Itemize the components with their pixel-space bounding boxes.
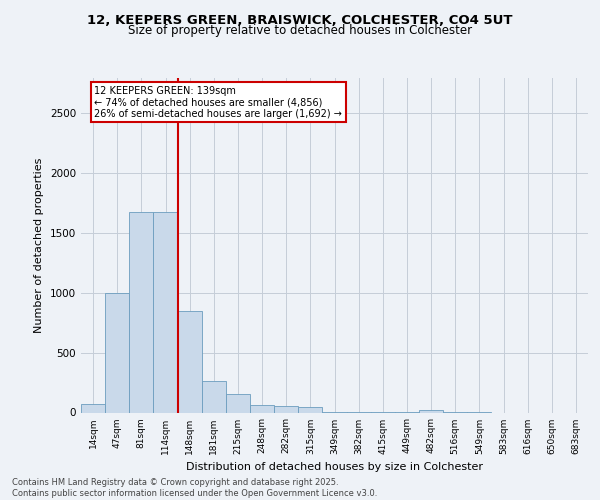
Bar — [154, 212, 178, 412]
Text: 12 KEEPERS GREEN: 139sqm
← 74% of detached houses are smaller (4,856)
26% of sem: 12 KEEPERS GREEN: 139sqm ← 74% of detach… — [94, 86, 342, 119]
X-axis label: Distribution of detached houses by size in Colchester: Distribution of detached houses by size … — [186, 462, 483, 472]
Bar — [105, 293, 129, 412]
Bar — [178, 311, 202, 412]
Bar — [250, 404, 274, 412]
Bar — [81, 404, 105, 412]
Text: Contains HM Land Registry data © Crown copyright and database right 2025.
Contai: Contains HM Land Registry data © Crown c… — [12, 478, 377, 498]
Bar — [298, 407, 322, 412]
Bar — [419, 410, 443, 412]
Text: Size of property relative to detached houses in Colchester: Size of property relative to detached ho… — [128, 24, 472, 37]
Y-axis label: Number of detached properties: Number of detached properties — [34, 158, 44, 332]
Text: 12, KEEPERS GREEN, BRAISWICK, COLCHESTER, CO4 5UT: 12, KEEPERS GREEN, BRAISWICK, COLCHESTER… — [87, 14, 513, 27]
Bar — [202, 382, 226, 412]
Bar — [274, 406, 298, 412]
Bar — [226, 394, 250, 412]
Bar — [129, 212, 154, 412]
